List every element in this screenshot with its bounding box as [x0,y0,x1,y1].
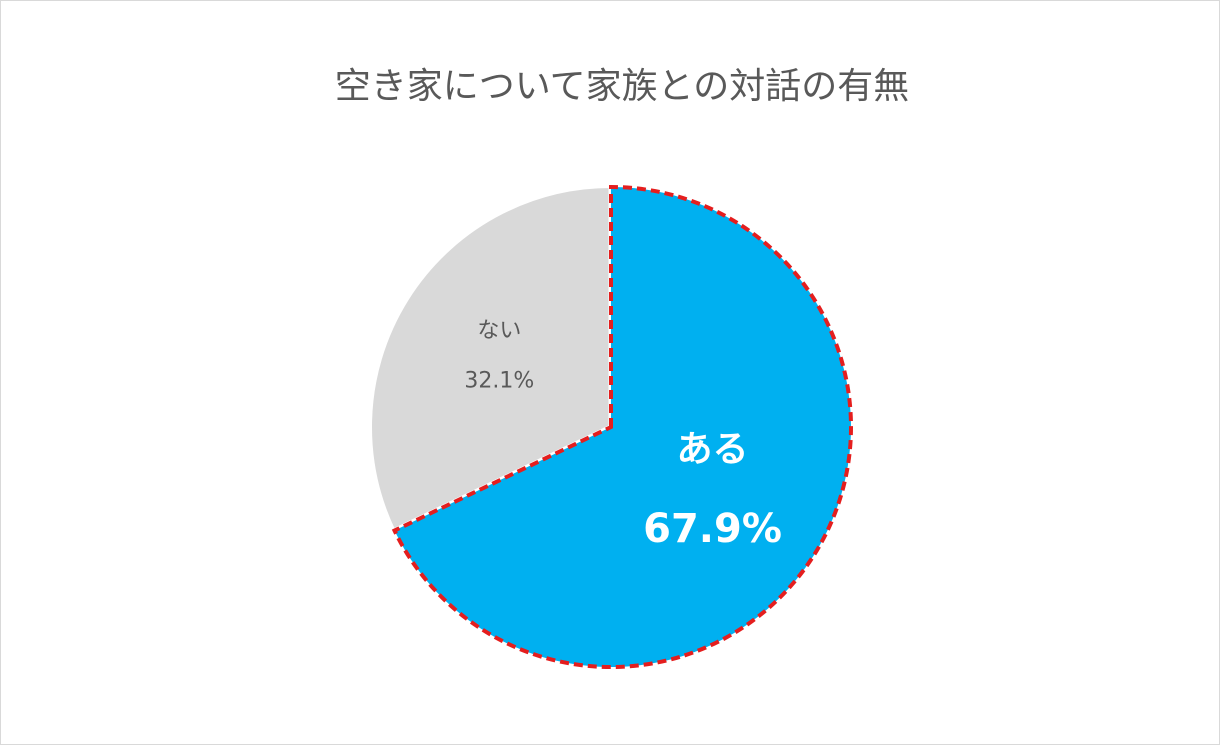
pie-slice [370,185,612,532]
pie-slice [391,184,853,669]
category-label: ない [477,319,521,344]
category-label: ある [677,429,749,470]
value-label: 67.9% [643,506,782,552]
chart-title: 空き家について家族との対話の有無 [335,66,910,107]
value-label: 32.1% [464,369,534,394]
